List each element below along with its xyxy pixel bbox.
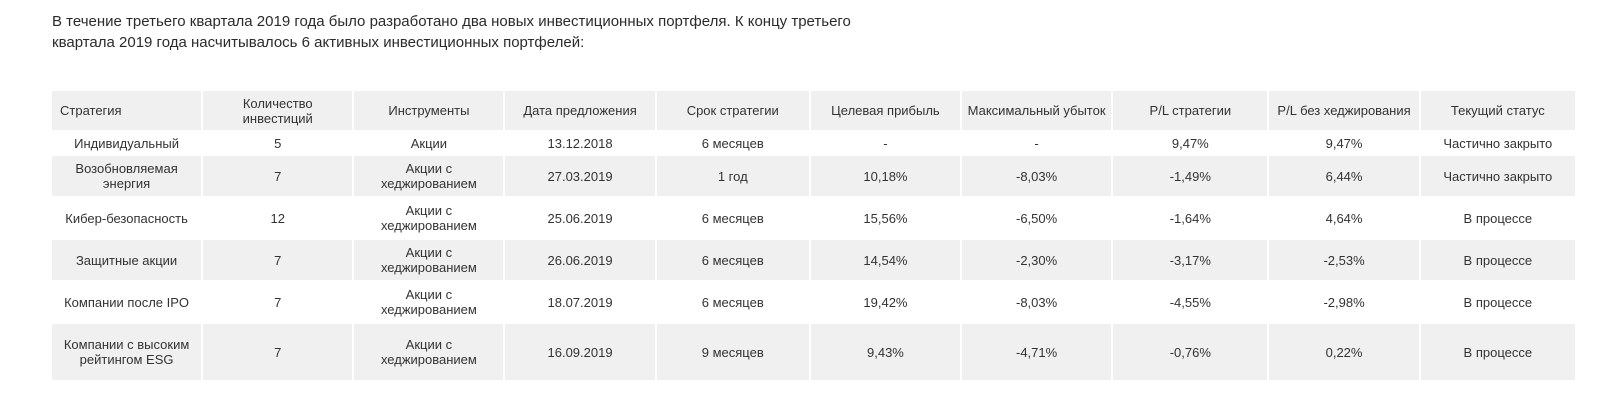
- cell-strategy-term: 6 месяцев: [656, 240, 809, 282]
- cell-max-loss: -2,30%: [962, 240, 1112, 282]
- cell-current-status: Частично закрыто: [1420, 132, 1575, 156]
- intro-paragraph: В течение третьего квартала 2019 года бы…: [52, 11, 952, 53]
- cell-strategy-pl: -1,49%: [1113, 156, 1268, 198]
- cell-instruments: Акции с хеджированием: [354, 198, 504, 240]
- table-row: Индивидуальный 5 Акции 13.12.2018 6 меся…: [52, 132, 1575, 156]
- cell-strategy: Компании после IPO: [52, 282, 202, 324]
- cell-unhedged-pl: -2,98%: [1269, 282, 1419, 324]
- cell-strategy: Кибер-безопасность: [52, 198, 202, 240]
- cell-investments-count: 7: [203, 324, 353, 382]
- cell-current-status: Частично закрыто: [1420, 156, 1575, 198]
- cell-investments-count: 12: [203, 198, 353, 240]
- cell-unhedged-pl: 6,44%: [1269, 156, 1419, 198]
- cell-target-profit: 19,42%: [810, 282, 961, 324]
- cell-offer-date: 25.06.2019: [505, 198, 655, 240]
- cell-unhedged-pl: 0,22%: [1269, 324, 1419, 382]
- table-row: Кибер-безопасность 12 Акции с хеджирован…: [52, 198, 1575, 240]
- table-row: Компании после IPO 7 Акции с хеджировани…: [52, 282, 1575, 324]
- cell-current-status: В процессе: [1420, 324, 1575, 382]
- cell-strategy: Компании с высоким рейтингом ESG: [52, 324, 202, 382]
- cell-strategy-pl: 9,47%: [1113, 132, 1268, 156]
- cell-max-loss: -: [962, 132, 1112, 156]
- cell-instruments: Акции с хеджированием: [354, 324, 504, 382]
- column-header-investments-count: Количество инвестиций: [203, 91, 353, 132]
- cell-strategy: Возобновляемая энергия: [52, 156, 202, 198]
- cell-investments-count: 7: [203, 240, 353, 282]
- cell-instruments: Акции с хеджированием: [354, 282, 504, 324]
- cell-target-profit: 9,43%: [810, 324, 961, 382]
- cell-instruments: Акции с хеджированием: [354, 240, 504, 282]
- column-header-instruments: Инструменты: [354, 91, 504, 132]
- cell-current-status: В процессе: [1420, 198, 1575, 240]
- table-row: Возобновляемая энергия 7 Акции с хеджиро…: [52, 156, 1575, 198]
- cell-unhedged-pl: -2,53%: [1269, 240, 1419, 282]
- column-header-strategy: Стратегия: [52, 91, 202, 132]
- cell-target-profit: 14,54%: [810, 240, 961, 282]
- cell-investments-count: 5: [203, 132, 353, 156]
- cell-max-loss: -6,50%: [962, 198, 1112, 240]
- table-row: Защитные акции 7 Акции с хеджированием 2…: [52, 240, 1575, 282]
- intro-line-1: В течение третьего квартала 2019 года бы…: [52, 13, 851, 30]
- column-header-current-status: Текущий статус: [1420, 91, 1575, 132]
- table-header-row: Стратегия Количество инвестиций Инструме…: [52, 91, 1575, 132]
- cell-offer-date: 27.03.2019: [505, 156, 655, 198]
- cell-offer-date: 16.09.2019: [505, 324, 655, 382]
- column-header-offer-date: Дата предложения: [505, 91, 655, 132]
- cell-strategy-pl: -0,76%: [1113, 324, 1268, 382]
- cell-offer-date: 13.12.2018: [505, 132, 655, 156]
- column-header-strategy-pl: P/L стратегии: [1113, 91, 1268, 132]
- portfolio-table: Стратегия Количество инвестиций Инструме…: [50, 91, 1577, 382]
- column-header-max-loss: Максимальный убыток: [962, 91, 1112, 132]
- cell-strategy-term: 6 месяцев: [656, 132, 809, 156]
- cell-current-status: В процессе: [1420, 282, 1575, 324]
- cell-investments-count: 7: [203, 282, 353, 324]
- intro-line-2: квартала 2019 года насчитывалось 6 актив…: [52, 34, 585, 51]
- cell-current-status: В процессе: [1420, 240, 1575, 282]
- cell-strategy-pl: -4,55%: [1113, 282, 1268, 324]
- cell-strategy-term: 6 месяцев: [656, 198, 809, 240]
- column-header-target-profit: Целевая прибыль: [810, 91, 961, 132]
- cell-strategy-term: 1 год: [656, 156, 809, 198]
- cell-strategy-pl: -3,17%: [1113, 240, 1268, 282]
- cell-target-profit: 15,56%: [810, 198, 961, 240]
- column-header-strategy-term: Срок стратегии: [656, 91, 809, 132]
- cell-instruments: Акции: [354, 132, 504, 156]
- cell-target-profit: -: [810, 132, 961, 156]
- column-header-unhedged-pl: P/L без хеджирования: [1269, 91, 1419, 132]
- cell-offer-date: 18.07.2019: [505, 282, 655, 324]
- cell-offer-date: 26.06.2019: [505, 240, 655, 282]
- cell-instruments: Акции с хеджированием: [354, 156, 504, 198]
- cell-target-profit: 10,18%: [810, 156, 961, 198]
- cell-unhedged-pl: 4,64%: [1269, 198, 1419, 240]
- cell-strategy-term: 6 месяцев: [656, 282, 809, 324]
- cell-max-loss: -8,03%: [962, 156, 1112, 198]
- cell-investments-count: 7: [203, 156, 353, 198]
- table-row: Компании с высоким рейтингом ESG 7 Акции…: [52, 324, 1575, 382]
- cell-strategy: Индивидуальный: [52, 132, 202, 156]
- cell-max-loss: -8,03%: [962, 282, 1112, 324]
- cell-strategy: Защитные акции: [52, 240, 202, 282]
- cell-strategy-term: 9 месяцев: [656, 324, 809, 382]
- cell-max-loss: -4,71%: [962, 324, 1112, 382]
- cell-unhedged-pl: 9,47%: [1269, 132, 1419, 156]
- cell-strategy-pl: -1,64%: [1113, 198, 1268, 240]
